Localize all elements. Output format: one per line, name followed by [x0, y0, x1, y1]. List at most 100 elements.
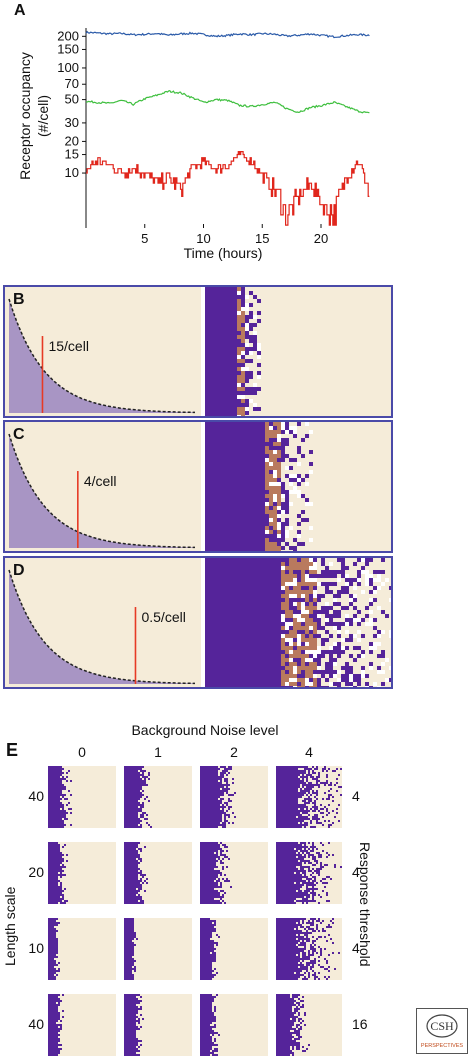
- cell-pixel: [328, 794, 332, 796]
- cell-pixel: [60, 794, 66, 796]
- cell-pixel: [302, 778, 304, 780]
- cell-pixel: [309, 602, 313, 606]
- cell-pixel: [298, 1004, 300, 1006]
- cell-pixel: [296, 796, 302, 798]
- cell-pixel: [214, 862, 216, 864]
- cell-pixel: [222, 894, 224, 896]
- cell-pixel: [292, 1048, 294, 1050]
- cell-pixel: [277, 550, 281, 551]
- cell-pixel: [277, 494, 281, 498]
- cell-pixel: [328, 966, 330, 968]
- cell-pixel: [293, 550, 297, 551]
- cell-pixel: [308, 928, 314, 930]
- cell-pixel: [285, 670, 289, 674]
- cell-pixel: [345, 618, 349, 622]
- cell-pixel: [58, 888, 62, 890]
- cell-pixel: [265, 506, 269, 510]
- cell-pixel: [300, 1006, 304, 1008]
- cell-pixel: [134, 1054, 140, 1056]
- cell-pixel: [329, 658, 333, 662]
- cell-pixel: [241, 303, 245, 307]
- cell-pixel: [210, 924, 216, 926]
- cell-pixel: [277, 530, 281, 534]
- cell-pixel: [241, 343, 245, 347]
- cell-pixel: [365, 578, 369, 582]
- cell-pixel: [297, 578, 301, 582]
- cell-pixel: [210, 1048, 212, 1050]
- gradient-plot: 15/cell B: [5, 287, 201, 416]
- cell-pixel: [309, 642, 313, 646]
- cell-pixel: [309, 538, 313, 542]
- cell-pixel: [296, 802, 298, 804]
- cell-pixel: [290, 1040, 296, 1042]
- cell-pixel: [325, 686, 329, 687]
- cell-pixel: [281, 590, 285, 594]
- cell-pixel: [301, 646, 305, 650]
- cell-pixel: [353, 686, 357, 687]
- cell-pixel: [369, 574, 373, 578]
- cell-pixel: [62, 994, 64, 996]
- cell-pixel: [336, 768, 338, 770]
- cell-pixel: [309, 670, 313, 674]
- cell-pixel: [294, 918, 306, 920]
- cell-pixel: [309, 470, 313, 474]
- cell-pixel: [310, 944, 312, 946]
- cell-pixel: [290, 1052, 294, 1054]
- cell-pixel: [58, 848, 60, 850]
- cell-pixel: [313, 654, 317, 658]
- cell-pixel: [296, 1048, 300, 1050]
- cell-pixel: [325, 582, 329, 586]
- cell-pixel: [357, 630, 361, 634]
- cell-pixel: [304, 848, 306, 850]
- cell-pixel: [60, 798, 62, 800]
- cell-pixel: [294, 968, 308, 970]
- cell-field: [205, 558, 391, 687]
- cell-pixel: [218, 782, 222, 784]
- cell-pixel: [296, 780, 304, 782]
- cell-pixel: [214, 860, 218, 862]
- cell-pixel: [224, 846, 228, 848]
- cell-pixel: [296, 782, 306, 784]
- cell-pixel: [293, 634, 297, 638]
- cell-pixel: [54, 970, 60, 972]
- cell-pixel: [306, 780, 308, 782]
- cell-pixel: [309, 610, 313, 614]
- cell-pixel: [136, 864, 138, 866]
- noise-grid-cell: [124, 766, 192, 828]
- cell-pixel: [58, 898, 64, 900]
- cell-pixel: [222, 770, 228, 772]
- cell-pixel: [214, 890, 218, 892]
- cell-pixel: [273, 422, 277, 426]
- panel-separator: [201, 422, 205, 551]
- cell-pixel: [313, 606, 317, 610]
- cell-pixel: [136, 900, 138, 902]
- cell-pixel: [312, 772, 316, 774]
- cell-pixel: [312, 868, 314, 870]
- cell-pixel: [294, 942, 298, 944]
- noise-grid-cell: [48, 766, 116, 828]
- cell-pixel: [289, 594, 293, 598]
- cell-pixel: [333, 570, 337, 574]
- cell-pixel: [353, 578, 357, 582]
- cell-pixel: [220, 884, 222, 886]
- cell-pixel: [316, 780, 320, 782]
- cell-pixel: [269, 438, 273, 442]
- cell-pixel: [297, 610, 301, 614]
- cell-pixel: [294, 946, 298, 948]
- cell-pixel: [292, 994, 300, 996]
- bound-region: [200, 994, 210, 1056]
- cell-pixel: [146, 822, 148, 824]
- cell-pixel: [321, 638, 325, 642]
- cell-pixel: [329, 666, 333, 670]
- cell-pixel: [210, 1018, 216, 1020]
- cell-pixel: [301, 686, 305, 687]
- cell-pixel: [317, 610, 321, 614]
- cell-pixel: [290, 1032, 300, 1034]
- cell-pixel: [257, 347, 261, 351]
- y-tick-label: 70: [65, 76, 79, 91]
- cell-pixel: [294, 892, 308, 894]
- cell-pixel: [365, 570, 369, 574]
- cell-pixel: [56, 1028, 62, 1030]
- cell-pixel: [321, 558, 325, 562]
- cell-pixel: [301, 602, 305, 606]
